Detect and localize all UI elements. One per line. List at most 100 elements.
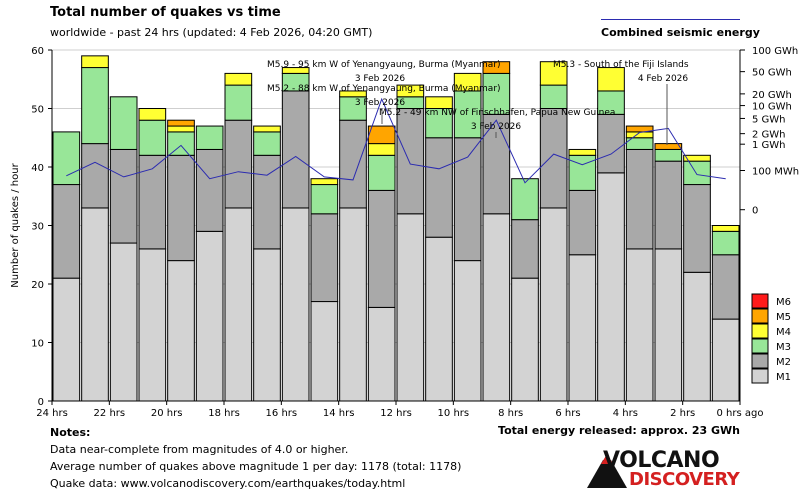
- bar-segment-m2: [511, 219, 539, 279]
- bar-segment-m4: [453, 72, 482, 92]
- bar-segment-m3: [711, 230, 740, 256]
- bar-segment-m4: [425, 96, 453, 110]
- bar-segment-m2: [224, 119, 253, 209]
- bar-segment-m4: [396, 84, 425, 98]
- bar-segment-m3: [683, 160, 711, 186]
- energy-legend-line: [601, 19, 740, 20]
- bar-segment-m2: [339, 119, 367, 209]
- legend-swatch-m4: [751, 323, 769, 339]
- bar-segment-m2: [625, 148, 654, 250]
- bar-segment-m2: [109, 148, 138, 244]
- right-axis-label: 100 GWh: [752, 46, 798, 57]
- bar-segment-m2: [396, 108, 425, 215]
- bar-segment-m3: [654, 148, 683, 162]
- notes-heading: Notes:: [50, 426, 91, 439]
- bar-segment-m2: [453, 137, 482, 262]
- bar-segment-m2: [138, 154, 167, 250]
- bar-segment-m3: [195, 125, 224, 150]
- annotation-text: 3 Feb 2026: [355, 74, 406, 84]
- bar-segment-m2: [597, 113, 625, 174]
- bar-segment-m4: [597, 67, 625, 92]
- volcano-icon: [587, 454, 627, 488]
- volcanodiscovery-logo[interactable]: VOLCANO DISCOVERY: [587, 448, 757, 490]
- chart-title: Total number of quakes vs time: [50, 5, 281, 20]
- x-tick-label: 0 hrs ago: [717, 408, 764, 419]
- bar-segment-m2: [52, 184, 81, 279]
- bar-segment-m1: [625, 248, 654, 402]
- notes-line-completeness: Data near-complete from magnitudes of 4.…: [50, 443, 349, 456]
- legend-label-m2: M2: [776, 357, 791, 368]
- x-tick-label: 4 hrs: [613, 408, 638, 419]
- notes-line-source[interactable]: Quake data: www.volcanodiscovery.com/ear…: [50, 477, 406, 490]
- right-axis-label: 1 GWh: [752, 140, 786, 151]
- bar-segment-m3: [568, 154, 597, 191]
- bar-segment-m1: [167, 260, 195, 402]
- bar-segment-m4: [711, 225, 740, 232]
- annotation-text: M5.2 - 88 km W of Yenangyaung, Burma (My…: [267, 84, 501, 94]
- bar-segment-m2: [310, 213, 339, 303]
- bar-segment-m5: [482, 61, 511, 74]
- x-tick-label: 18 hrs: [208, 408, 240, 419]
- y-tick-label: 40: [31, 163, 44, 174]
- y-tick-label: 0: [38, 397, 44, 408]
- notes-line-average: Average number of quakes above magnitude…: [50, 460, 462, 473]
- bar-segment-m1: [109, 242, 138, 402]
- bar-segment-m2: [654, 160, 683, 250]
- energy-legend-label: Combined seismic energy: [601, 26, 760, 39]
- y-tick-label: 60: [31, 46, 44, 57]
- x-tick-label: 2 hrs: [670, 408, 695, 419]
- legend-label-m5: M5: [776, 312, 791, 323]
- bar-segment-m1: [81, 207, 109, 402]
- bar-segment-m3: [425, 108, 453, 139]
- annotation-text: M5.2 - 49 km NW of Finschhafen, Papua Ne…: [379, 108, 615, 118]
- bar-segment-m4: [339, 90, 367, 98]
- right-axis-label: 10 GWh: [752, 102, 792, 113]
- chart-subtitle: worldwide - past 24 hrs (updated: 4 Feb …: [50, 26, 373, 39]
- bar-segment-m2: [367, 189, 396, 308]
- x-tick-label: 10 hrs: [438, 408, 470, 419]
- notes-block: Notes: Data near-complete from magnitude…: [50, 424, 461, 492]
- bar-segment-m5: [625, 125, 654, 133]
- bar-segment-m1: [654, 248, 683, 402]
- bar-segment-m1: [683, 271, 711, 402]
- y-tick-label: 10: [31, 339, 44, 350]
- right-axis-label: 0: [752, 206, 758, 217]
- bar-segment-m1: [425, 236, 453, 402]
- bar-segment-m2: [425, 137, 453, 238]
- bar-segment-m2: [167, 154, 195, 262]
- bar-segment-m2: [711, 254, 740, 320]
- x-tick-label: 14 hrs: [323, 408, 355, 419]
- right-axis-label: 2 GWh: [752, 130, 786, 141]
- legend-label-m3: M3: [776, 342, 791, 353]
- bar-segment-m2: [683, 184, 711, 273]
- bar-segment-m2: [253, 154, 281, 250]
- bar-segment-m3: [310, 184, 339, 215]
- bar-segment-m1: [482, 213, 511, 402]
- bar-segment-m4: [81, 55, 109, 69]
- bar-segment-m1: [396, 213, 425, 402]
- x-tick-label: 24 hrs: [36, 408, 68, 419]
- bar-segment-m3: [367, 154, 396, 191]
- bar-segment-m1: [138, 248, 167, 402]
- bar-segment-m3: [253, 131, 281, 156]
- bar-segment-m3: [539, 84, 568, 109]
- x-tick-label: 22 hrs: [94, 408, 126, 419]
- bar-segment-m1: [224, 207, 253, 402]
- annotation-text: M5.9 - 95 km W of Yenangyaung, Burma (My…: [267, 60, 501, 70]
- bar-segment-m5: [167, 119, 195, 127]
- bar-segment-m5: [654, 143, 683, 150]
- bar-segment-m4: [224, 72, 253, 86]
- bar-segment-m1: [539, 207, 568, 402]
- annotation-text: 3 Feb 2026: [355, 98, 406, 108]
- annotation-text: M5.3 - South of the Fiji Islands: [553, 60, 689, 70]
- bar-segment-m2: [81, 143, 109, 209]
- x-tick-label: 16 hrs: [266, 408, 298, 419]
- bar-segment-m1: [453, 260, 482, 402]
- x-tick-label: 8 hrs: [498, 408, 523, 419]
- logo-text-discovery: DISCOVERY: [629, 469, 740, 490]
- bar-segment-m3: [52, 131, 81, 186]
- bar-segment-m4: [253, 125, 281, 133]
- bar-segment-m3: [81, 67, 109, 145]
- bar-segment-m3: [109, 96, 138, 150]
